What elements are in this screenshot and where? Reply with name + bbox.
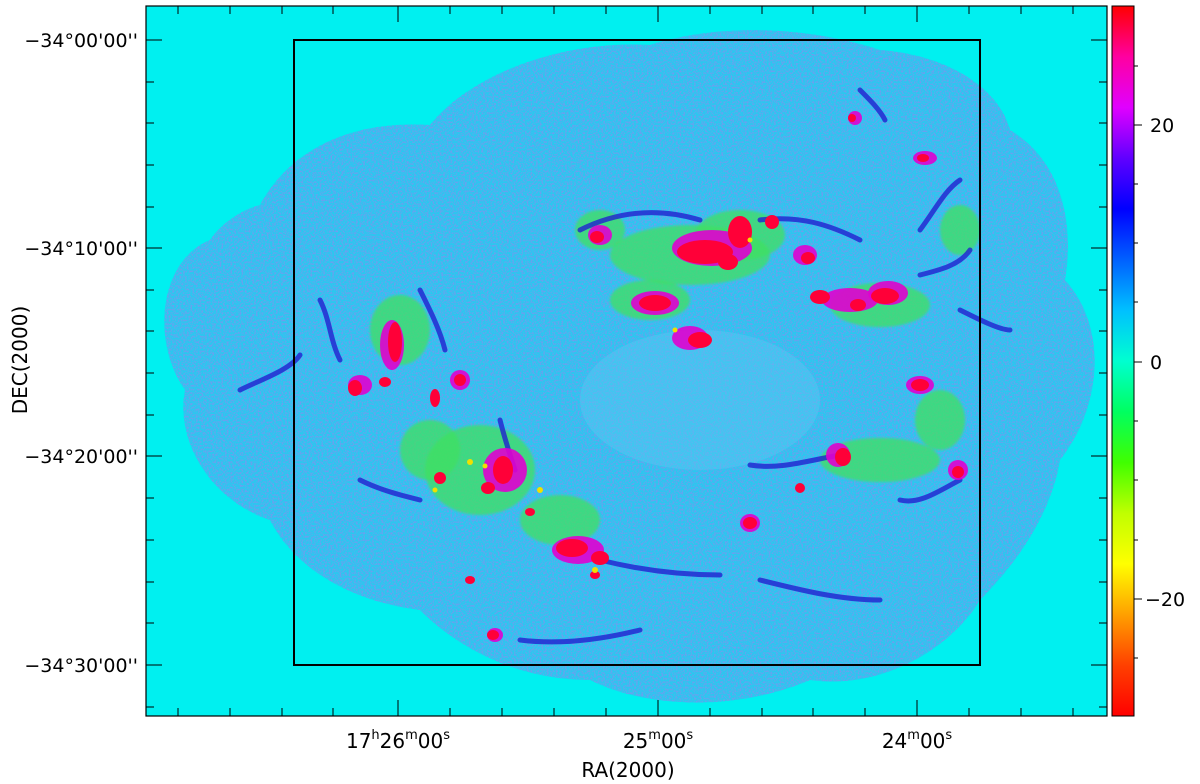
x-tick-labels: 17h26m00s 25m00s 24m00s (346, 728, 952, 753)
survey-footprint-noise (164, 30, 1095, 703)
central-cavity (580, 330, 820, 470)
x-tick-label: 25m00s (623, 728, 694, 753)
x-tick-label: 17h26m00s (346, 728, 450, 753)
region-box (293, 39, 981, 666)
bright-peaks (348, 114, 964, 640)
colorbar-label: 0 (1150, 352, 1162, 374)
y-tick-label: −34°00'00'' (24, 30, 138, 52)
y-tick-label: −34°10'00'' (24, 238, 138, 260)
colorbar-label: −20 (1145, 589, 1185, 611)
y-tick-label: −34°30'00'' (24, 655, 138, 677)
map-frame (145, 5, 1108, 717)
colorbar-label: 20 (1150, 115, 1174, 137)
y-tick-label: −34°20'00'' (24, 446, 138, 468)
y-tick-labels: −34°00'00'' −34°10'00'' −34°20'00'' −34°… (24, 30, 138, 677)
colorbar-ticks (1134, 65, 1142, 659)
colorbar-labels: 20 0 −20 (1145, 115, 1185, 611)
x-axis-title: RA(2000) (581, 758, 674, 782)
peak-cores (432, 237, 753, 573)
y-axis-title: DEC(2000) (8, 306, 32, 415)
frame-ticks (146, 6, 1107, 716)
map-image (164, 30, 1095, 703)
x-tick-label: 24m00s (882, 728, 953, 753)
map-panel (145, 5, 1108, 717)
colorbar-frame (1111, 5, 1135, 717)
colorbar-gradient (1112, 6, 1134, 716)
colorbar: 20 0 −20 (1111, 5, 1185, 717)
